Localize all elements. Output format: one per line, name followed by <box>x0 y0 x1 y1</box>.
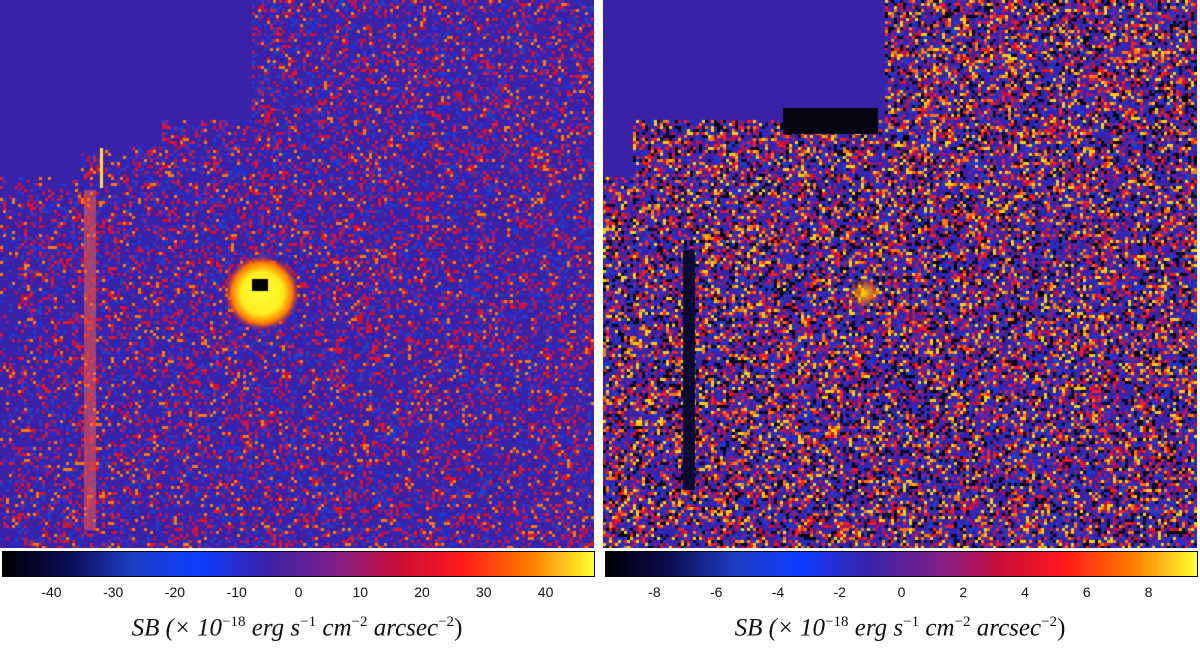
tick-label: -20 <box>164 584 186 600</box>
tick-label: -10 <box>226 584 247 600</box>
tick-label: 40 <box>537 584 554 600</box>
tick-label: -6 <box>709 584 723 600</box>
tick-label: -2 <box>833 584 846 600</box>
tick-label: 2 <box>959 584 968 600</box>
colorbar-ticks-left: -40 -30 -20 -10 0 10 20 30 40 <box>2 584 595 604</box>
colorbar-ticks-right: -8 -6 -4 -2 0 2 4 6 8 <box>605 584 1198 604</box>
tick-label: 0 <box>897 584 906 600</box>
surface-brightness-map-right <box>603 0 1197 548</box>
tick-label: -4 <box>771 584 785 600</box>
surface-brightness-map-left <box>0 0 594 548</box>
colorbar-right <box>605 551 1198 577</box>
colorbar-label-left: SB (× 10−18 erg s−1 cm−2 arcsec−2) <box>131 614 463 642</box>
tick-label: 10 <box>352 584 369 600</box>
tick-label: 6 <box>1082 584 1091 600</box>
colorbar-left <box>2 551 595 577</box>
tick-label: 0 <box>294 584 303 600</box>
tick-label: -8 <box>648 584 661 600</box>
tick-label: -40 <box>41 584 62 600</box>
tick-label: 8 <box>1144 584 1153 600</box>
colorbar-label-right: SB (× 10−18 erg s−1 cm−2 arcsec−2) <box>734 614 1066 642</box>
tick-label: 20 <box>414 584 430 600</box>
tick-label: 4 <box>1021 584 1029 600</box>
tick-label: 30 <box>476 584 492 600</box>
tick-label: -30 <box>103 584 124 600</box>
